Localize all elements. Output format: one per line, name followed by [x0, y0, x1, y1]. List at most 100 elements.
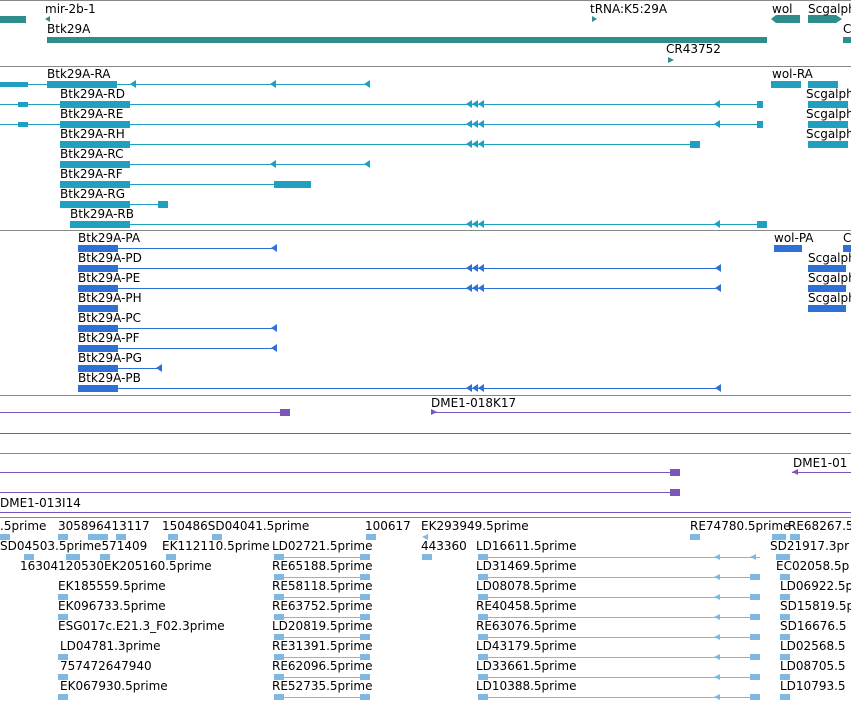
gene-label-mir-2b-1: mir-2b-1 [45, 2, 96, 16]
gene-track: mir-2b-1 tRNA:K5:29A wol Scgalph Btk29A … [0, 2, 851, 63]
protein-btk29a-pb[interactable] [78, 384, 721, 392]
protein-btk29a-pa[interactable] [78, 244, 277, 252]
protein-scgalph-3[interactable] [808, 305, 846, 312]
clone-label-018k17: DME1-018K17 [431, 396, 516, 410]
transcript-track: Btk29A-RA wol-RA Btk29A-RD Scgalph Btk29… [0, 67, 851, 228]
est-label: RE62096.5prime [272, 659, 373, 673]
est-label: LD08078.5prime [476, 579, 577, 593]
est-label: RE31391.5prime [272, 639, 373, 653]
gene-feature-left[interactable] [0, 16, 26, 23]
est-label: LD20819.5prime [272, 619, 373, 633]
protein-label-c: C [843, 231, 851, 245]
transcript-label-rg: Btk29A-RG [60, 187, 125, 201]
track-dividers [0, 0, 851, 518]
transcript-btk29a-rh[interactable] [60, 140, 700, 148]
transcript-btk29a-rg[interactable] [60, 201, 168, 208]
gene-label-wol: wol [772, 2, 793, 16]
gene-label-scgalph: Scgalph [808, 2, 851, 16]
est-label: RE63752.5prime [272, 599, 373, 613]
est-label: SD15819.5p [780, 599, 851, 613]
gene-label-cr43752: CR43752 [666, 42, 721, 56]
est-label: ESG017c.E21.3_F02.3prime [58, 619, 225, 633]
est-label: 757472647940 [60, 659, 152, 673]
est-label: RE63076.5prime [476, 619, 577, 633]
transcript-label-rh: Btk29A-RH [60, 127, 125, 141]
transcript-btk29a-rd[interactable] [0, 100, 763, 108]
clone-line-3[interactable] [0, 469, 680, 476]
est-label: SD16676.5 [780, 619, 846, 633]
transcript-btk29a-rf[interactable] [60, 181, 311, 188]
protein-wol-pa[interactable] [774, 245, 851, 252]
est-label: LD02721.5prime [272, 539, 373, 553]
est-label: 16304120530EK205160.5prime [20, 559, 212, 573]
est-label: 443360 [421, 539, 467, 553]
mir-2b-1-glyph[interactable] [45, 16, 50, 22]
est-label: LD31469.5prime [476, 559, 577, 573]
est-label: RE68267.5 [788, 519, 851, 533]
est-label: EK293949.5prime [421, 519, 529, 533]
est-label: SD21917.3pr [770, 539, 849, 553]
transcript-btk29a-rc[interactable] [60, 160, 370, 168]
est-label: .5prime [0, 519, 46, 533]
est-label: RE40458.5prime [476, 599, 577, 613]
protein-label-ph: Btk29A-PH [78, 291, 142, 305]
gene-label-btk29a: Btk29A [47, 22, 91, 36]
clone-dme1-01[interactable] [792, 469, 851, 475]
est-label: LD16611.5prime [476, 539, 577, 553]
protein-btk29a-pg[interactable] [78, 364, 162, 372]
protein-label-wol-pa: wol-PA [774, 231, 814, 245]
protein-label-scgalph-2: Scgalph [808, 271, 851, 285]
transcript-label-rb: Btk29A-RB [70, 207, 134, 221]
protein-label-scgalph-1: Scgalph [808, 251, 851, 265]
transcript-scgalph-2[interactable] [808, 121, 848, 128]
est-label: EK067930.5prime [60, 679, 168, 693]
transcript-btk29a-ra[interactable] [0, 80, 370, 88]
est-glyphs[interactable] [0, 534, 800, 700]
transcript-btk29a-re[interactable] [0, 120, 763, 128]
protein-label-pg: Btk29A-PG [78, 351, 142, 365]
clone-line-1[interactable] [0, 409, 290, 416]
transcript-wol-ra[interactable] [771, 81, 838, 88]
transcript-label-rd: Btk29A-RD [60, 87, 125, 101]
transcript-btk29a-rb[interactable] [70, 220, 767, 228]
scgalph-gene[interactable] [808, 15, 842, 23]
protein-track: Btk29A-PA wol-PA C Btk29A-PD Scgalph Btk… [78, 231, 851, 392]
est-label: RE58118.5prime [272, 579, 373, 593]
clone-label-01: DME1-01 [793, 456, 847, 470]
transcript-scgalph-1[interactable] [808, 101, 848, 108]
btk29a-gene[interactable] [47, 37, 767, 43]
protein-label-pb: Btk29A-PB [78, 371, 141, 385]
trna-glyph[interactable] [592, 16, 597, 22]
clone-dme1-018k17[interactable] [431, 409, 851, 415]
transcript-label-re: Btk29A-RE [60, 107, 123, 121]
protein-btk29a-ph[interactable] [78, 305, 118, 312]
clone-track: DME1-018K17 DME1-01 DME1-013I14 [0, 396, 851, 513]
est-label: 305896413117 [58, 519, 150, 533]
est-label: LD08705.5 [780, 659, 846, 673]
c-gene[interactable] [843, 37, 851, 43]
wol-gene[interactable] [771, 15, 800, 23]
protein-scgalph-2[interactable] [808, 285, 846, 292]
est-label: LD10793.5 [780, 679, 846, 693]
est-label: LD10388.5prime [476, 679, 577, 693]
transcript-label-rf: Btk29A-RF [60, 167, 123, 181]
est-label: RE52735.5prime [272, 679, 373, 693]
protein-scgalph-1[interactable] [808, 265, 846, 272]
protein-label-pf: Btk29A-PF [78, 331, 140, 345]
protein-btk29a-pd[interactable] [78, 264, 721, 272]
cr43752-glyph[interactable] [668, 57, 674, 63]
gene-label-trna: tRNA:K5:29A [590, 2, 668, 16]
est-label: EK185559.5prime [58, 579, 166, 593]
transcript-label-scgalph-1: Scgalph [806, 87, 851, 101]
protein-label-pc: Btk29A-PC [78, 311, 141, 325]
transcript-scgalph-3[interactable] [808, 141, 848, 148]
protein-btk29a-pe[interactable] [78, 284, 721, 292]
est-label: 100617 [365, 519, 411, 533]
protein-btk29a-pc[interactable] [78, 324, 277, 332]
clone-line-4[interactable] [0, 489, 680, 496]
est-label: 150486SD04041.5prime [162, 519, 309, 533]
transcript-label-scgalph-2: Scgalph [806, 107, 851, 121]
est-label: EC02058.5p [776, 559, 849, 573]
protein-btk29a-pf[interactable] [78, 344, 277, 352]
